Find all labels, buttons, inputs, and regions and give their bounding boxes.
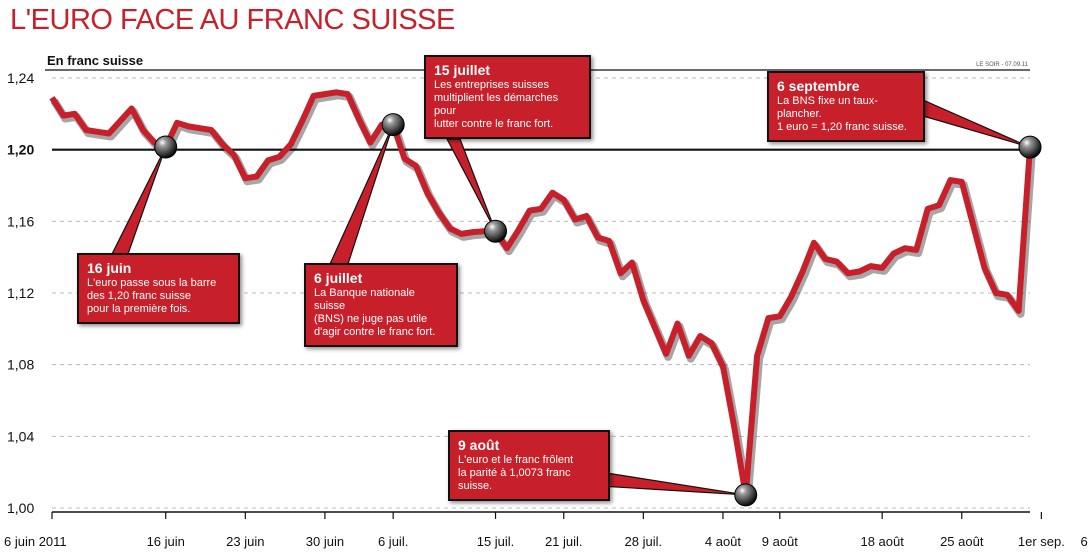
annotation-leader: [111, 146, 167, 255]
x-tick-label: 16 juin: [147, 534, 185, 549]
x-tick-label: 23 juin: [226, 534, 264, 549]
annotation-text: La Banque nationale suisse (BNS) ne juge…: [314, 287, 436, 338]
annotation-9-aout: 9 août L'euro et le franc frôlent la par…: [448, 430, 610, 501]
x-tick-label: 9 août: [762, 534, 799, 549]
y-tick-label: 1,24: [7, 70, 34, 86]
annotation-6-juillet: 6 juillet La Banque nationale suisse (BN…: [304, 263, 458, 347]
chart-subtitle: En franc suisse: [47, 53, 143, 68]
marker-point: [154, 135, 178, 159]
x-tick-label: 15 juil.: [477, 534, 515, 549]
annotation-date: 6 septembre: [777, 78, 860, 94]
y-tick-label: 1,12: [7, 285, 34, 301]
annotation-6-septembre: 6 septembre La BNS fixe un taux-plancher…: [767, 71, 925, 142]
annotation-date: 16 juin: [87, 260, 132, 276]
annotation-date: 9 août: [458, 437, 500, 453]
annotation-text: L'euro et le franc frôlent la parité à 1…: [458, 454, 574, 492]
y-axis: 1,24 1,20 1,16 1,12 1,08 1,04 1,00: [7, 70, 1030, 516]
y-tick-label: 1,16: [7, 213, 34, 229]
annotation-text: L'euro passe sous la barre des 1,20 fran…: [87, 277, 217, 315]
marker-point: [381, 113, 405, 137]
y-tick-label: 1,04: [7, 428, 34, 444]
annotation-leader: [446, 138, 497, 232]
marker-point: [484, 219, 508, 243]
annotation-text: La BNS fixe un taux-plancher. 1 euro = 1…: [777, 95, 907, 133]
x-tick-label: 1er sep.: [1018, 534, 1065, 549]
x-tick-label: 4 août: [705, 534, 742, 549]
chart-title: L'EURO FACE AU FRANC SUISSE: [10, 4, 455, 36]
annotation-leader: [329, 124, 394, 265]
x-tick-label: 6 juil.: [378, 534, 408, 549]
x-tick-label: 6 sep.: [1081, 534, 1089, 549]
x-axis: 6 juin 2011 16 juin 23 juin 30 juin 6 juil. 1…: [4, 512, 1089, 549]
x-tick-label: 25 août: [940, 534, 984, 549]
x-tick-label: 6 juin 2011: [4, 534, 67, 549]
y-tick-label: 1,20: [7, 142, 34, 158]
annotation-15-juillet: 15 juillet Les entreprises suisses multi…: [424, 55, 591, 139]
x-tick-label: 21 juil.: [545, 534, 583, 549]
x-tick-label: 28 juil.: [625, 534, 663, 549]
x-tick-label: 18 août: [860, 534, 904, 549]
annotation-16-juin: 16 juin L'euro passe sous la barre des 1…: [77, 253, 240, 324]
series-line-path: [49, 89, 1033, 498]
annotation-date: 15 juillet: [434, 62, 491, 78]
y-tick-label: 1,08: [7, 357, 34, 373]
annotation-leader: [922, 99, 1031, 148]
series-line: [49, 89, 1036, 502]
marker-point: [1018, 135, 1042, 159]
annotation-leader: [599, 471, 746, 496]
chart-credit: LE SOIR - 07.09.11: [976, 62, 1029, 68]
annotation-text: Les entreprises suisses multiplient les …: [434, 79, 559, 130]
marker-point: [734, 483, 758, 507]
y-tick-label: 1,00: [7, 500, 34, 516]
annotation-date: 6 juillet: [314, 270, 363, 286]
markers: [154, 113, 1042, 507]
x-tick-label: 30 juin: [306, 534, 344, 549]
